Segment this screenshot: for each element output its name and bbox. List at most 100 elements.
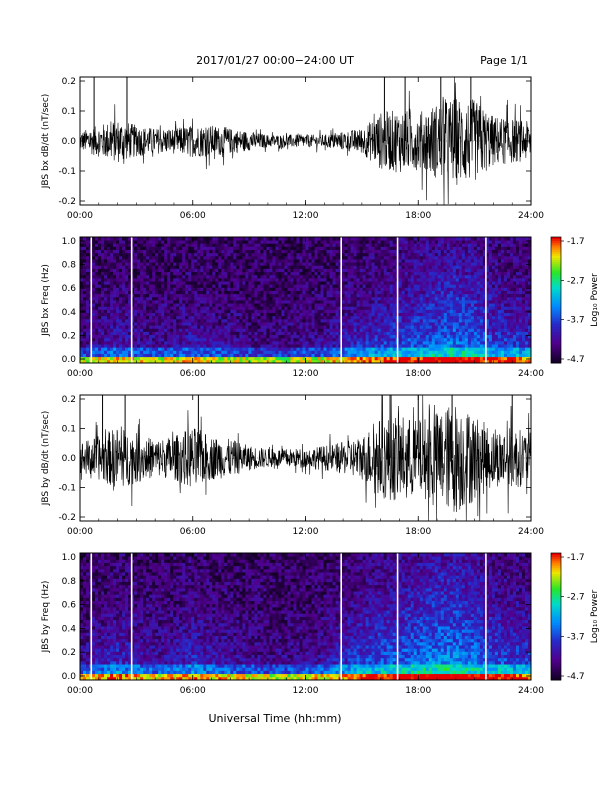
spectrogram-cell [203,271,207,276]
spectrogram-cell [86,340,90,345]
spectrogram-cell [179,322,183,326]
spectrogram-cell [98,265,102,269]
spectrogram-cell [335,344,339,348]
spectrogram-cell [197,328,201,332]
spectrogram-cell [155,293,159,298]
spectrogram-cell [317,293,321,298]
spectrogram-cell [347,277,351,282]
spectrogram-cell [137,334,141,339]
spectrogram-cell [269,243,273,247]
spectrogram-cell [323,259,327,263]
spectrogram-cell [422,353,427,358]
spectrogram-cell [209,252,213,257]
spectrogram-cell [380,290,385,295]
spectrogram-cell [410,252,415,257]
spectrogram-cell [98,246,102,250]
spectrogram-cell [308,344,312,348]
spectrogram-cell [203,277,207,282]
spectrogram-cell [185,344,189,348]
spectrogram-cell [338,318,342,323]
spectrogram-cell [212,337,216,342]
spectrogram-cell [230,306,234,310]
spectrogram-cell [101,312,105,317]
spectrogram-cell [392,322,397,326]
spectrogram-cell [437,300,442,304]
spectrogram-cell [281,265,285,269]
spectrogram-cell [167,277,171,282]
spectrogram-cell [149,252,153,257]
spectrogram-cell [137,318,141,323]
spectrogram-cell [161,271,165,276]
spectrogram-cell [308,290,312,295]
spectrogram-cell [125,281,129,285]
spectrogram-cell [434,281,439,285]
spectrogram-cell [194,249,198,254]
spectrogram-cell [263,347,267,351]
spectrogram-cell [332,249,336,254]
spectrogram-cell [332,353,336,358]
spectrogram-cell [110,337,114,342]
spectrogram-cell [326,281,330,285]
spectrogram-cell [437,262,442,266]
spectrogram-cell [134,296,138,301]
spectrogram-cell [305,255,309,260]
spectrogram-cell [167,344,171,348]
spectrogram-cell [386,287,391,291]
spectrogram-cell [278,274,282,279]
spectrogram-cell [422,246,427,250]
spectrogram-cell [185,356,189,361]
spectrogram-cell [140,243,144,247]
spectrogram-cell [95,347,99,351]
spectrogram-cell [311,246,315,250]
spectrogram-cell [428,331,433,336]
spectrogram-cell [122,318,126,323]
spectrogram-cell [116,340,120,345]
spectrogram-cell [128,334,132,339]
spectrogram-cell [443,347,448,351]
spectrogram-cell [206,284,210,288]
spectrogram-cell [290,259,294,263]
spectrogram-cell [377,249,382,254]
spectrogram-cell [344,309,348,313]
spectrogram-cell [110,347,114,351]
spectrogram-cell [125,249,129,254]
spectrogram-cell [104,284,108,288]
spectrogram-cell [347,284,351,288]
spectrogram-cell [305,246,309,250]
spectrogram-cell [95,240,99,244]
spectrogram-cell [155,322,159,326]
spectrogram-cell [404,293,409,298]
spectrogram-cell [296,334,300,339]
spectrogram-cell [239,328,243,332]
spectrogram-cell [104,290,108,295]
spectrogram-cell [368,271,373,276]
spectrogram-cell [173,353,177,358]
spectrogram-cell [254,356,258,361]
spectrogram-cell [287,255,291,260]
spectrogram-cell [266,303,270,307]
spectrogram-cell [158,322,162,326]
spectrogram-cell [377,259,382,263]
spectrogram-cell [170,359,174,364]
spectrogram-cell [401,265,406,269]
spectrogram-cell [134,315,138,320]
spectrogram-cell [266,249,270,254]
spectrogram-cell [140,237,144,241]
spectrogram-cell [188,315,192,320]
spectrogram-cell [296,277,300,282]
spectrogram-cell [431,277,436,282]
spectrogram-cell [269,353,273,358]
spectrogram-cell [194,356,198,361]
spectrogram-cell [134,265,138,269]
spectrogram-cell [131,240,135,244]
spectrogram-cell [413,353,418,358]
spectrogram-cell [146,262,150,266]
spectrogram-cell [356,265,361,269]
spectrogram-cell [86,246,90,250]
spectrogram-cell [296,356,300,361]
spectrogram-cell [380,281,385,285]
spectrogram-cell [440,356,445,361]
spectrogram-cell [419,312,424,317]
spectrogram-cell [344,277,348,282]
spectrogram-cell [416,284,421,288]
